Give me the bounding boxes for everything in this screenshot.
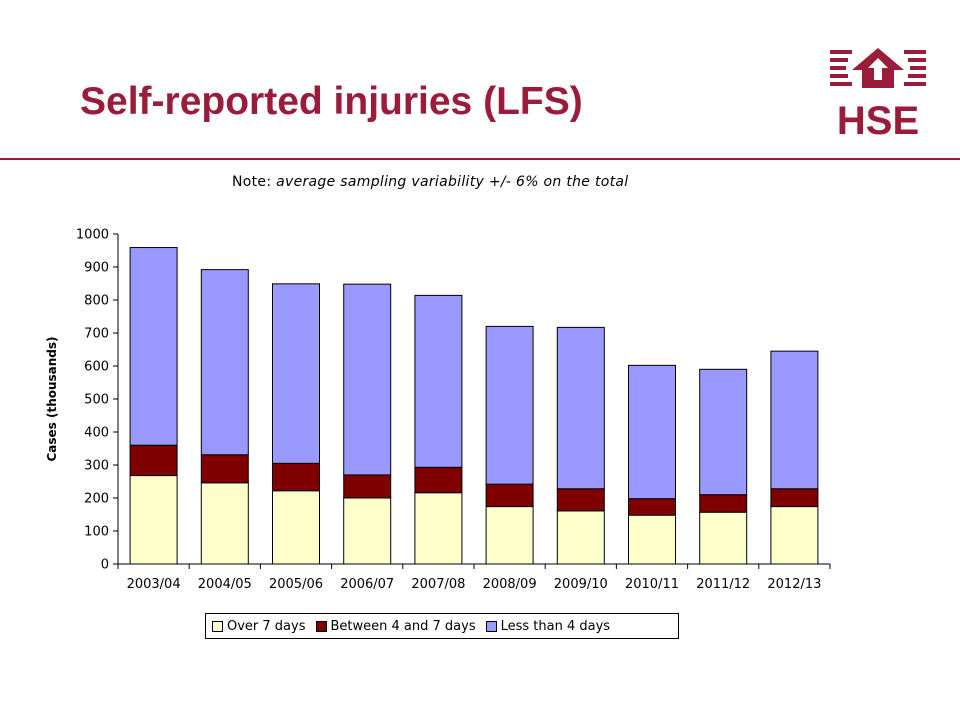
bar-segment — [272, 283, 320, 464]
chart-legend: Over 7 days Between 4 and 7 days Less than… — [205, 613, 679, 639]
bar-segment — [200, 482, 249, 565]
bar-segment — [699, 511, 748, 565]
legend-item: Over 7 days — [212, 619, 306, 634]
x-tick-label: 2005/06 — [269, 577, 323, 592]
x-tick-label: 2009/10 — [554, 577, 608, 592]
bar-segment — [628, 498, 676, 516]
x-tick-label: 2008/09 — [483, 577, 537, 592]
x-tick-label: 2003/04 — [127, 577, 181, 592]
bar-segment — [129, 475, 178, 565]
bar-segment — [556, 510, 605, 565]
bar-segment — [628, 364, 676, 500]
bar-segment — [699, 494, 748, 513]
hse-logo-text: HSE — [837, 99, 919, 138]
y-axis-title: Cases (thousands) — [45, 336, 59, 461]
bar-segment — [414, 466, 463, 494]
y-tick-label: 700 — [84, 327, 109, 342]
hse-logo: HSE — [830, 48, 926, 138]
bar-segment — [770, 488, 819, 508]
legend-item: Between 4 and 7 days — [315, 618, 476, 634]
legend-swatch — [485, 620, 497, 632]
note-label: Note: — [232, 174, 272, 190]
bar-segment — [699, 368, 748, 496]
bar-segment — [628, 514, 676, 565]
bar-segment — [129, 444, 178, 477]
x-tick-label: 2011/12 — [696, 577, 750, 592]
chart-note: Note: average sampling variability +/- 6… — [232, 174, 628, 190]
y-tick-label: 500 — [84, 393, 109, 408]
y-tick-label: 0 — [101, 558, 109, 573]
y-tick-label: 1000 — [76, 228, 109, 243]
bar-segment — [414, 492, 463, 565]
y-tick-label: 300 — [84, 459, 109, 474]
x-tick-label: 2006/07 — [340, 577, 394, 592]
bar-segment — [770, 350, 819, 490]
legend-label: Over 7 days — [227, 618, 306, 634]
legend-label: Less than 4 days — [500, 618, 611, 634]
bar-segment — [770, 506, 819, 565]
y-tick-label: 100 — [84, 525, 109, 540]
note-text: average sampling variability +/- 6% on t… — [276, 174, 629, 190]
legend-item: Less than 4 days — [485, 618, 611, 634]
x-tick-label: 2012/13 — [767, 577, 821, 592]
bar-segment — [343, 497, 392, 565]
title-rule — [0, 158, 960, 160]
bar-segment — [343, 283, 392, 476]
y-tick-label: 900 — [84, 261, 109, 276]
bar-segment — [485, 506, 534, 565]
bar-segment — [200, 269, 249, 456]
legend-swatch — [315, 620, 327, 632]
x-tick-label: 2004/05 — [198, 577, 252, 592]
bar-segment — [272, 462, 320, 492]
bar-segment — [200, 454, 249, 484]
bar-segment — [485, 325, 534, 485]
y-tick-label: 800 — [84, 294, 109, 309]
page-title: Self-reported injuries (LFS) — [80, 80, 583, 123]
legend-swatch — [212, 620, 223, 632]
bar-segment — [343, 474, 392, 499]
bar-segment — [272, 490, 320, 565]
bar-segment — [414, 294, 463, 468]
bar-segment — [556, 488, 605, 512]
y-tick-label: 400 — [84, 426, 109, 441]
y-tick-label: 600 — [84, 360, 109, 375]
x-tick-label: 2007/08 — [411, 577, 465, 592]
x-tick-label: 2010/11 — [625, 577, 679, 592]
legend-label: Between 4 and 7 days — [330, 618, 476, 634]
y-tick-label: 200 — [84, 492, 109, 507]
bar-segment — [485, 483, 534, 508]
bar-segment — [129, 247, 178, 446]
bar-segment — [556, 326, 605, 490]
